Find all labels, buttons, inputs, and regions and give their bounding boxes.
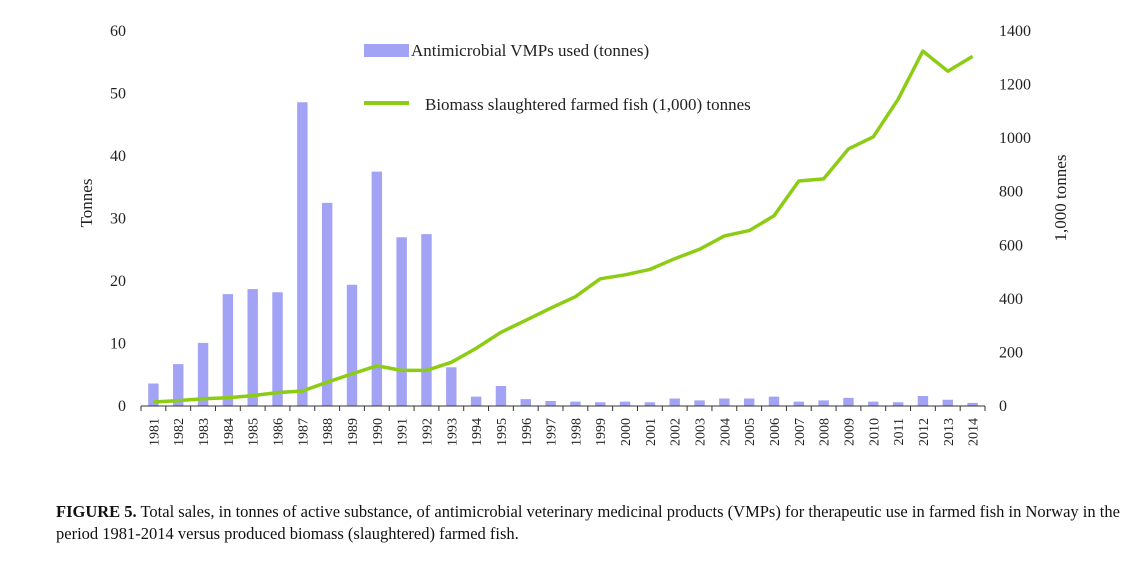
x-tick-label-1986: 1986 [272,418,287,446]
legend: Antimicrobial VMPs used (tonnes) Biomass… [364,41,751,114]
bar-1988 [321,202,333,406]
bar-2014 [967,402,978,406]
bar-1996 [520,399,531,406]
y-right-tick-label: 1200 [999,77,1031,94]
bar-2010 [868,401,879,406]
y-axis-right-ticks: 0 200 400 600 800 1000 1200 1400 [999,23,1031,415]
x-tick-label-2000: 2000 [619,418,634,446]
y-right-tick-label: 1000 [999,130,1031,147]
x-tick-label-1989: 1989 [346,418,361,446]
bar-1998 [570,401,581,406]
caption-lead: FIGURE 5. [56,502,137,521]
x-tick-label-1983: 1983 [197,418,212,446]
bar-1981 [148,383,159,406]
x-tick-label-2012: 2012 [917,418,932,446]
bar-1994 [470,396,482,406]
bar-1997 [545,401,556,406]
x-tick-label-1992: 1992 [421,418,436,446]
x-tick-label-1998: 1998 [569,418,584,446]
x-tick-label-2005: 2005 [743,418,758,446]
x-tick-label-1999: 1999 [594,418,609,446]
x-tick-label-2010: 2010 [867,418,882,446]
x-tick-label-2009: 2009 [843,418,858,446]
y-left-tick-label: 50 [110,86,126,103]
bar-1984 [222,294,234,406]
legend-line-label: Biomass slaughtered farmed fish (1,000) … [425,95,751,114]
x-tick-label-2014: 2014 [967,418,982,446]
x-tick-label-2002: 2002 [669,418,684,446]
bar-1993 [446,367,457,406]
x-tick-label-1981: 1981 [147,418,162,446]
x-tick-label-1993: 1993 [445,418,460,446]
bar-2000 [619,401,631,406]
y-right-tick-label: 200 [999,344,1023,361]
y-right-tick-label: 400 [999,291,1023,308]
x-tick-label-1997: 1997 [545,418,560,446]
bar-2009 [843,397,854,406]
bar-2013 [942,399,953,406]
x-tick-label-2011: 2011 [892,418,907,445]
bar-2003 [694,400,705,406]
y-left-tick-label: 30 [110,211,126,228]
bar-1982 [173,364,184,406]
bar-2008 [818,400,829,406]
bar-2005 [743,398,755,406]
y-right-tick-label: 0 [999,398,1007,415]
y-left-tick-label: 0 [118,398,126,415]
line-series-layer [153,49,974,404]
y-right-tick-label: 1400 [999,23,1031,40]
x-tick-label-1985: 1985 [247,418,262,446]
bar-2012 [917,396,929,406]
y-right-tick-label: 600 [999,237,1023,254]
legend-bar-label: Antimicrobial VMPs used (tonnes) [411,41,649,60]
bar-1987 [297,102,308,406]
x-tick-label-1982: 1982 [172,418,187,446]
x-tick-label-2008: 2008 [818,418,833,446]
x-tick-label-1990: 1990 [371,418,386,446]
x-tick-label-1988: 1988 [321,418,336,446]
x-tick-label-1994: 1994 [470,418,485,446]
y-left-tick-label: 40 [110,148,126,165]
y-left-tick-label: 60 [110,23,126,40]
y-right-tick-label: 800 [999,184,1023,201]
bar-2004 [719,398,730,406]
bar-1995 [495,386,507,406]
y-axis-left-title: Tonnes [77,179,96,228]
y-left-tick-label: 10 [110,336,126,353]
x-axis-ticks: 1981 1982 1983 1984 1985 1986 1987 1988 1989 1990… [140,406,986,446]
x-tick-label-2004: 2004 [718,418,733,446]
bar-1985 [247,289,258,406]
x-tick-label-2003: 2003 [694,418,709,446]
bar-1989 [346,284,358,406]
x-tick-label-2007: 2007 [793,418,808,446]
bar-1986 [272,292,283,406]
x-tick-label-1987: 1987 [296,418,311,446]
bar-2007 [793,401,805,406]
bar-1991 [396,237,407,406]
y-left-tick-label: 20 [110,273,126,290]
x-tick-label-1984: 1984 [222,418,237,446]
bar-series [148,102,978,406]
bar-2001 [644,402,656,406]
bar-1992 [421,234,432,406]
x-tick-label-2013: 2013 [942,418,957,446]
y-axis-left-ticks: 0 10 20 30 40 50 60 [110,23,126,415]
legend-bar-swatch [364,44,409,57]
caption-text: Total sales, in tonnes of active substan… [56,502,1120,543]
bar-1999 [595,402,606,406]
bar-2002 [669,398,680,406]
bar-1983 [197,342,209,406]
x-tick-label-1991: 1991 [396,418,411,446]
bar-2011 [892,402,904,406]
bar-1990 [371,171,383,406]
x-tick-label-1996: 1996 [520,418,535,446]
biomass-line [153,49,974,404]
x-tick-label-1995: 1995 [495,418,510,446]
figure-caption: FIGURE 5. Total sales, in tonnes of acti… [56,501,1126,545]
x-tick-label-2001: 2001 [644,418,659,446]
y-axis-right-title: 1,000 tonnes [1051,155,1070,242]
bar-2006 [768,396,780,406]
x-tick-label-2006: 2006 [768,418,783,446]
